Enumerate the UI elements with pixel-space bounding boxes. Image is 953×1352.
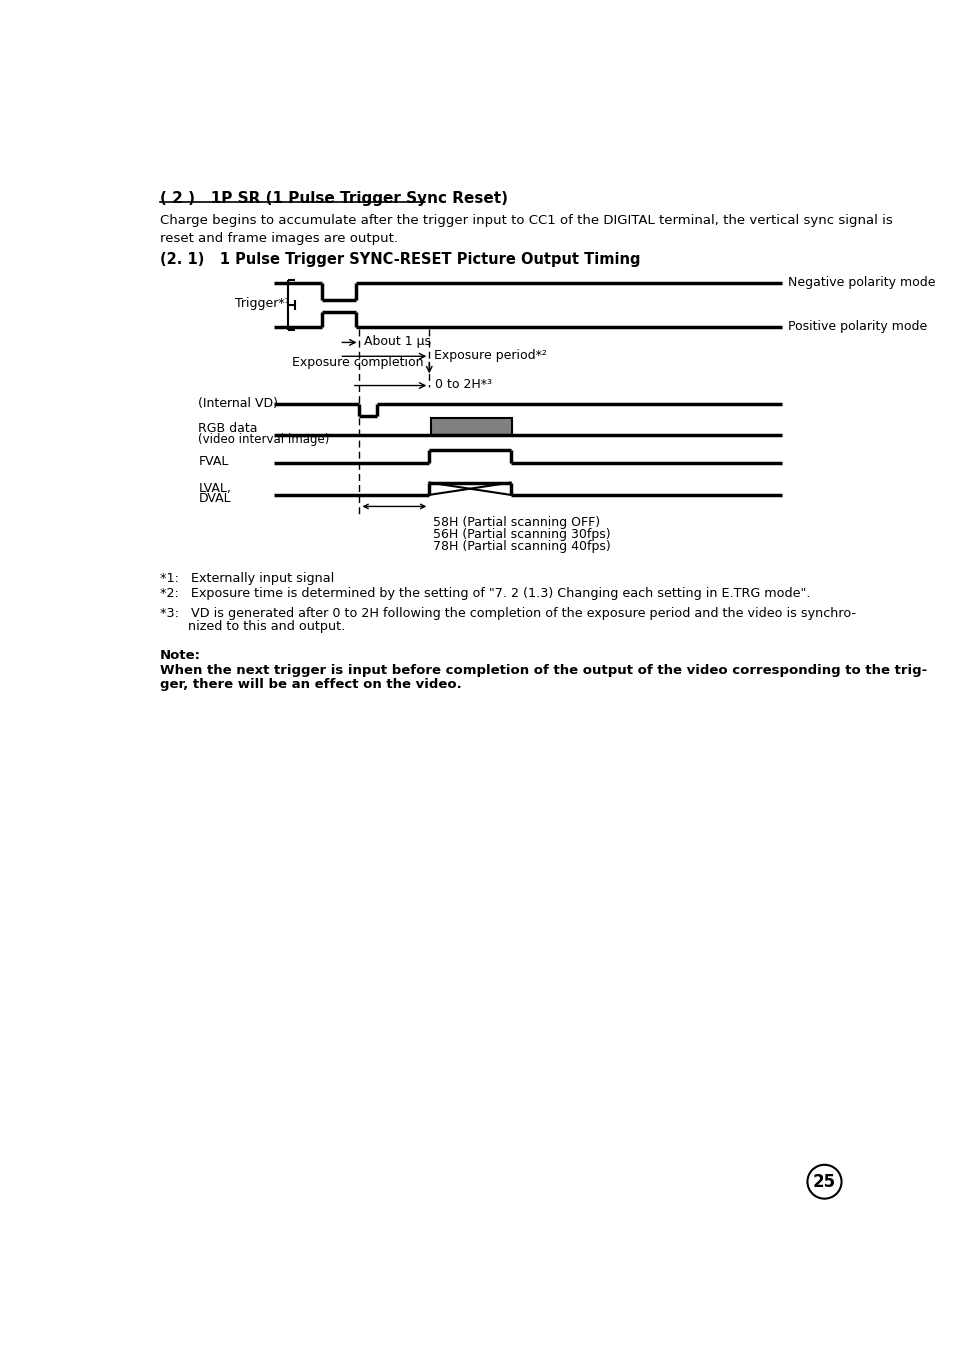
Text: DVAL: DVAL [198, 492, 231, 506]
Text: *1:   Externally input signal: *1: Externally input signal [159, 572, 334, 585]
Text: Negative polarity mode: Negative polarity mode [787, 276, 935, 289]
Text: *2:   Exposure time is determined by the setting of "7. 2 (1.3) Changing each se: *2: Exposure time is determined by the s… [159, 587, 809, 600]
Text: Trigger*¹: Trigger*¹ [235, 297, 290, 310]
Text: 58H (Partial scanning OFF): 58H (Partial scanning OFF) [433, 515, 599, 529]
Text: 25: 25 [812, 1172, 835, 1191]
Text: ger, there will be an effect on the video.: ger, there will be an effect on the vide… [159, 679, 461, 691]
Text: *3:   VD is generated after 0 to 2H following the completion of the exposure per: *3: VD is generated after 0 to 2H follow… [159, 607, 855, 621]
Text: 0 to 2H*³: 0 to 2H*³ [435, 379, 492, 391]
Text: 56H (Partial scanning 30fps): 56H (Partial scanning 30fps) [433, 529, 610, 541]
Text: (video interval image): (video interval image) [198, 433, 330, 446]
Text: 78H (Partial scanning 40fps): 78H (Partial scanning 40fps) [433, 541, 610, 553]
Text: About 1 μs: About 1 μs [364, 335, 431, 349]
Text: Positive polarity mode: Positive polarity mode [787, 320, 926, 333]
Text: ( 2 )   1P SR (1 Pulse Trigger Sync Reset): ( 2 ) 1P SR (1 Pulse Trigger Sync Reset) [159, 191, 507, 206]
Bar [431, 418, 512, 435]
Text: Exposure period*²: Exposure period*² [434, 349, 546, 362]
Text: FVAL: FVAL [198, 456, 229, 468]
Text: When the next trigger is input before completion of the output of the video corr: When the next trigger is input before co… [159, 664, 925, 677]
Text: (Internal VD): (Internal VD) [198, 396, 278, 410]
Text: Note:: Note: [159, 649, 200, 662]
Text: (2. 1)   1 Pulse Trigger SYNC-RESET Picture Output Timing: (2. 1) 1 Pulse Trigger SYNC-RESET Pictur… [159, 253, 639, 268]
Circle shape [806, 1165, 841, 1199]
Text: nized to this and output.: nized to this and output. [159, 619, 344, 633]
Text: RGB data: RGB data [198, 422, 257, 435]
Text: Exposure completion: Exposure completion [292, 356, 422, 369]
Text: Charge begins to accumulate after the trigger input to CC1 of the DIGITAL termin: Charge begins to accumulate after the tr… [159, 214, 891, 245]
Text: LVAL,: LVAL, [198, 483, 231, 495]
